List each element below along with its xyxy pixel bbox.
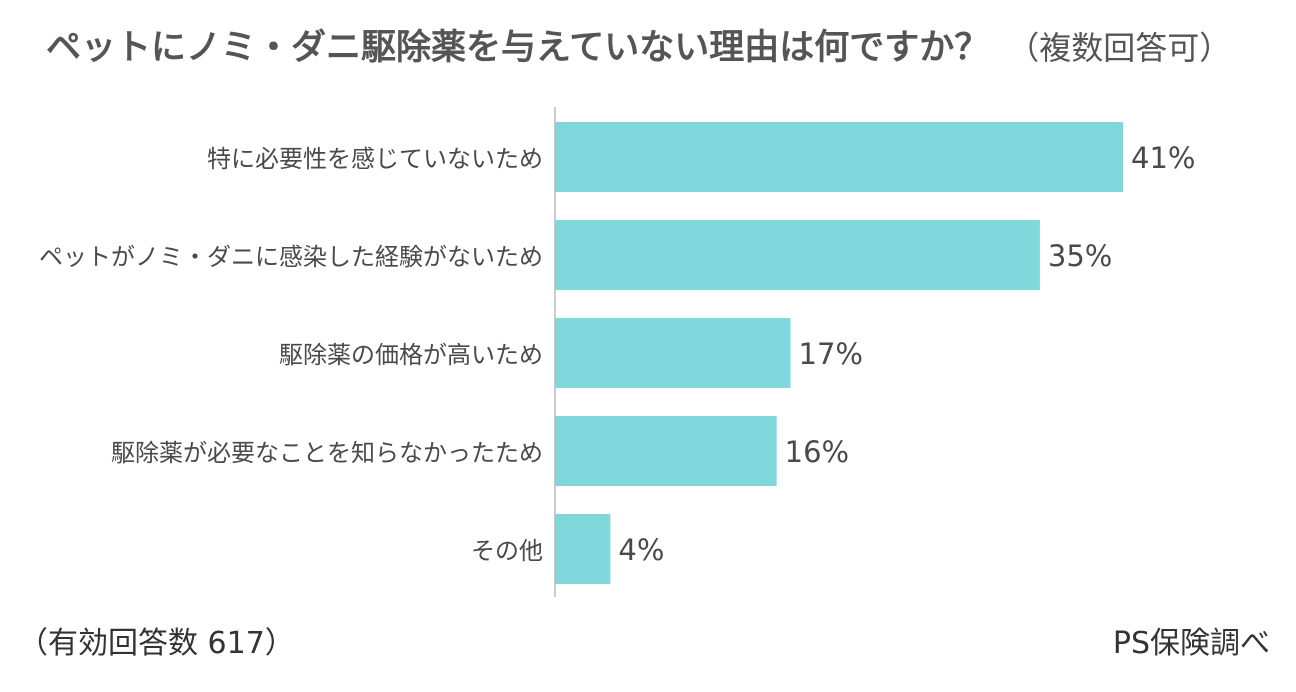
source-credit: PS保険調べ [1112, 626, 1270, 661]
bar [555, 514, 611, 584]
value-label: 16% [785, 435, 849, 469]
category-label: 特に必要性を感じていないため [207, 145, 543, 173]
chart-title-main: ペットにノミ・ダニ駆除薬を与えていない理由は何ですか？ [46, 28, 990, 68]
category-label: 駆除薬が必要なことを知らなかったため [111, 439, 543, 467]
bar [555, 220, 1040, 290]
category-label: ペットがノミ・ダニに感染した経験がないため [39, 243, 543, 271]
bar [555, 122, 1123, 192]
respondent-count: （有効回答数 617） [18, 626, 295, 661]
chart-title: ペットにノミ・ダニ駆除薬を与えていない理由は何ですか？ （複数回答可） [46, 18, 1276, 84]
value-label: 4% [618, 533, 664, 567]
category-label: 駆除薬の価格が高いため [279, 341, 543, 369]
value-label: 41% [1131, 141, 1195, 175]
chart-title-sub: （複数回答可） [1007, 29, 1232, 67]
category-label: その他 [471, 537, 543, 565]
bar [555, 416, 777, 486]
bar [555, 318, 791, 388]
value-label: 35% [1048, 239, 1112, 273]
value-label: 17% [799, 337, 863, 371]
